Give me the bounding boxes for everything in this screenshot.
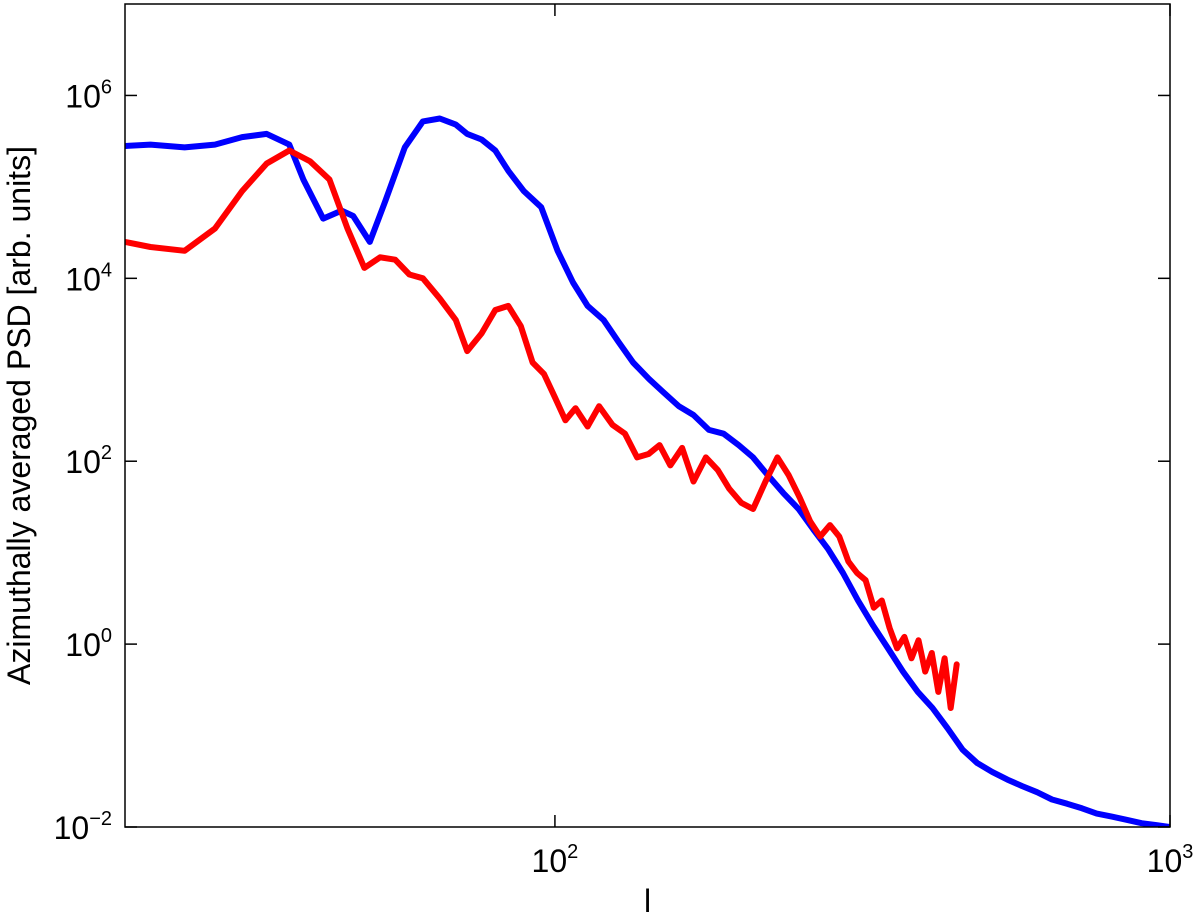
y-tick-label-4: 106 — [65, 76, 112, 114]
y-tick-label-1: 100 — [65, 625, 112, 663]
y-tick-label-3: 104 — [65, 259, 112, 297]
x-tick-label-1: 103 — [1147, 841, 1194, 879]
x-axis-label: l — [644, 883, 651, 919]
y-tick-label-0: 10−2 — [54, 808, 112, 846]
series-line-2 — [125, 147, 960, 711]
series-line-1 — [125, 115, 1170, 827]
y-tick-label-2: 102 — [65, 442, 112, 480]
x-tick-label-0: 102 — [532, 841, 579, 879]
plot-frame — [124, 3, 1171, 828]
y-axis-label: Azimuthally averaged PSD [arb. units] — [1, 146, 37, 685]
